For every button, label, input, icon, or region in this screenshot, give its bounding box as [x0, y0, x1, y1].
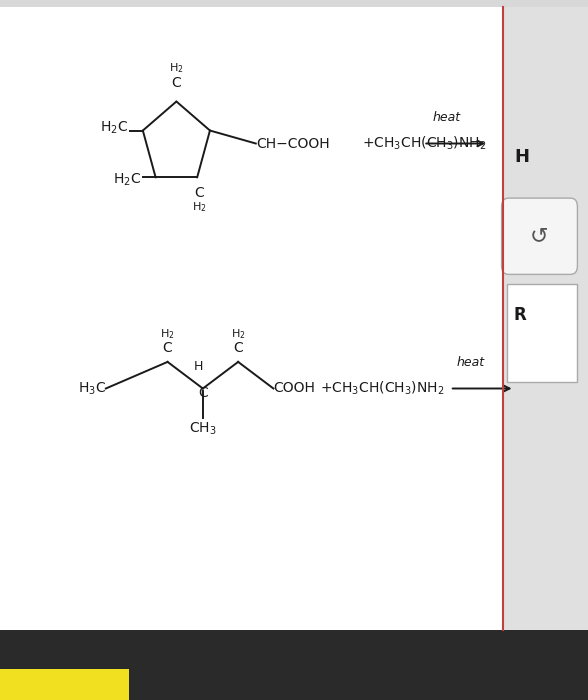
Text: $\mathsf{+ CH_3CH(CH_3)NH_2}$: $\mathsf{+ CH_3CH(CH_3)NH_2}$	[320, 380, 445, 397]
FancyBboxPatch shape	[507, 284, 577, 382]
Text: C: C	[172, 76, 181, 90]
Text: $\mathsf{H_2}$: $\mathsf{H_2}$	[169, 61, 183, 75]
FancyBboxPatch shape	[0, 630, 588, 700]
Text: $\mathsf{H_2C}$: $\mathsf{H_2C}$	[113, 172, 141, 188]
Text: heat: heat	[433, 111, 461, 124]
Text: ↺: ↺	[530, 227, 549, 246]
Text: $\mathsf{CH_3}$: $\mathsf{CH_3}$	[189, 421, 217, 437]
Text: $\mathsf{+ CH_3CH(CH_3)NH_2}$: $\mathsf{+ CH_3CH(CH_3)NH_2}$	[362, 135, 486, 152]
Text: C: C	[195, 186, 205, 200]
Text: heat: heat	[456, 356, 485, 369]
Text: COOH: COOH	[273, 382, 315, 395]
Text: $\mathsf{H_2}$: $\mathsf{H_2}$	[231, 327, 245, 341]
FancyBboxPatch shape	[502, 198, 577, 274]
FancyBboxPatch shape	[503, 7, 588, 630]
Text: $\mathsf{H_2C}$: $\mathsf{H_2C}$	[100, 120, 128, 136]
FancyBboxPatch shape	[0, 7, 503, 630]
Text: $\mathsf{H_3C}$: $\mathsf{H_3C}$	[78, 380, 106, 397]
Text: $\mathsf{H_2}$: $\mathsf{H_2}$	[161, 327, 175, 341]
Text: H: H	[514, 148, 530, 167]
Text: C: C	[198, 386, 208, 400]
Text: CH−COOH: CH−COOH	[256, 136, 329, 150]
Text: $\mathsf{H_2}$: $\mathsf{H_2}$	[192, 201, 207, 214]
Text: H: H	[193, 360, 203, 373]
FancyBboxPatch shape	[0, 668, 129, 700]
Text: C: C	[233, 341, 243, 355]
Text: C: C	[163, 341, 172, 355]
Text: R: R	[513, 306, 526, 324]
